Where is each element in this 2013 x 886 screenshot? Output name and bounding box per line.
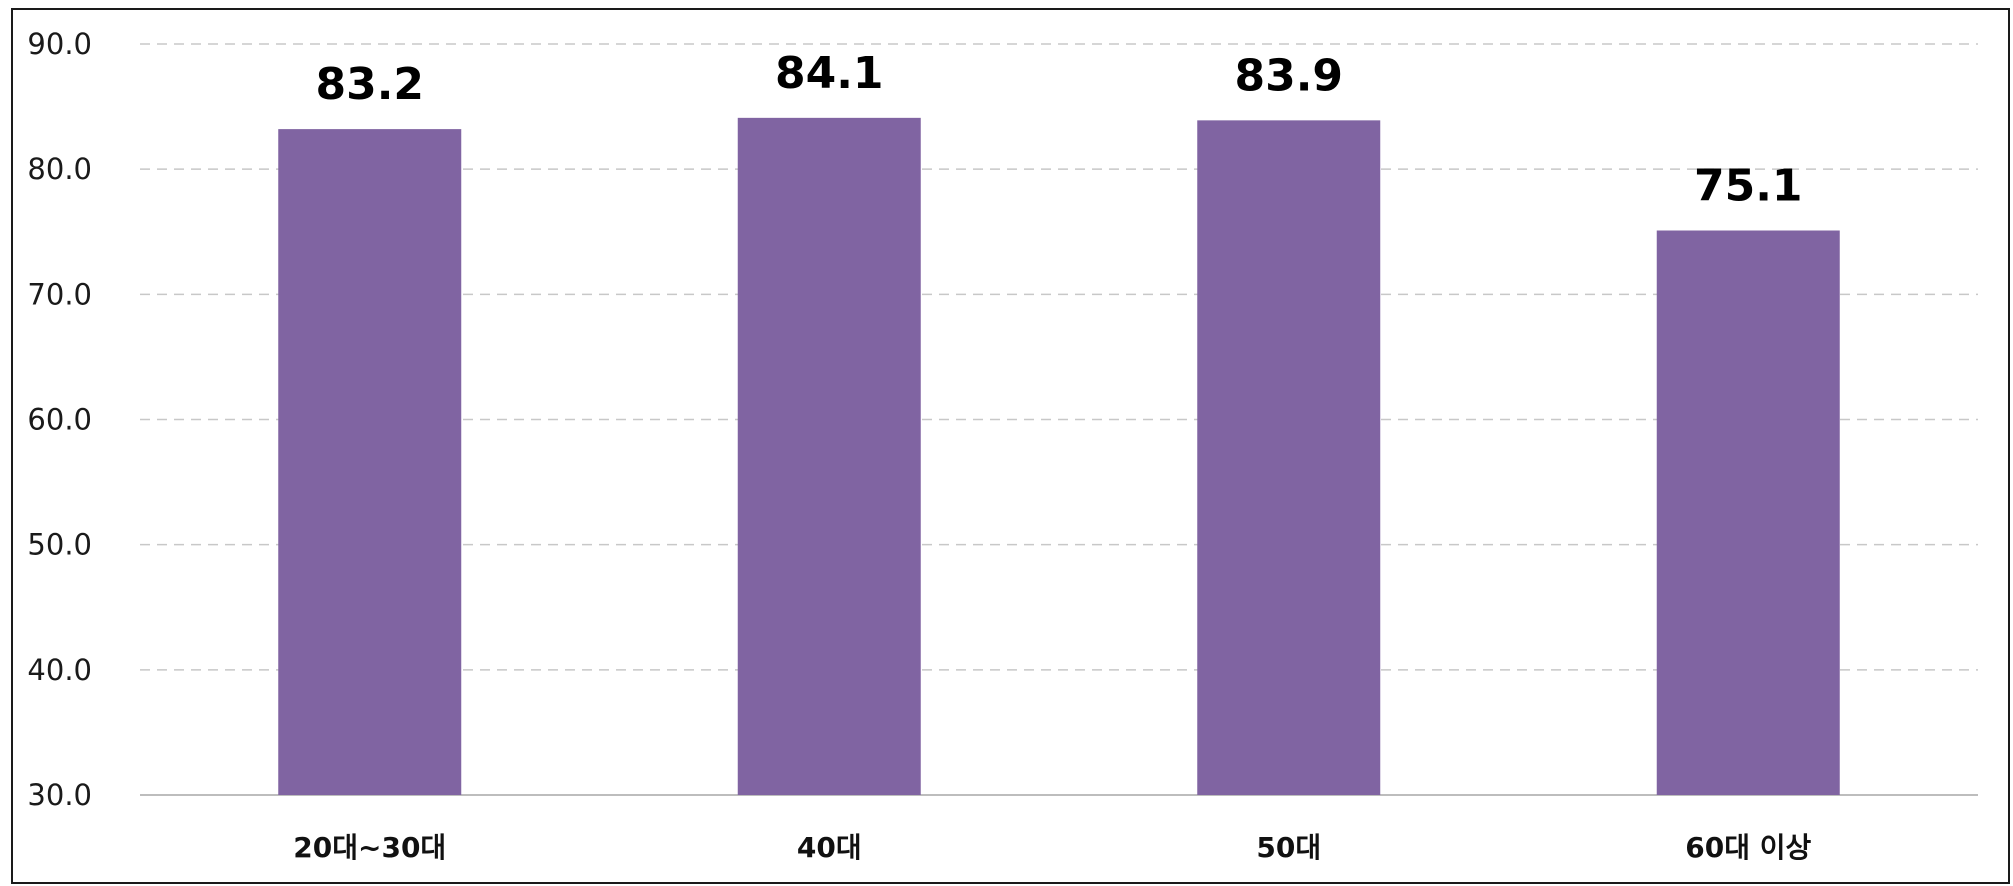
bar	[1197, 120, 1381, 795]
y-tick-label: 40.0	[27, 653, 92, 687]
bars	[278, 117, 1840, 796]
bar	[1656, 230, 1840, 795]
bar	[278, 129, 462, 795]
y-axis-tick-labels: 90.0 80.0 70.0 60.0 50.0 40.0 30.0	[27, 27, 92, 812]
y-tick-label: 90.0	[27, 27, 92, 61]
x-tick-label: 50대	[1256, 831, 1321, 864]
data-label: 75.1	[1694, 160, 1803, 211]
x-tick-label: 40대	[797, 831, 862, 864]
bar	[737, 117, 921, 796]
data-label: 84.1	[775, 48, 884, 99]
y-tick-label: 80.0	[27, 152, 92, 186]
y-tick-label: 60.0	[27, 403, 92, 437]
y-tick-label: 30.0	[27, 778, 92, 812]
data-label: 83.2	[315, 59, 424, 110]
data-label: 83.9	[1234, 50, 1343, 101]
data-labels: 83.2 84.1 83.9 75.1	[315, 48, 1802, 212]
x-axis-category-labels: 20대~30대 40대 50대 60대 이상	[293, 831, 1811, 864]
y-tick-label: 70.0	[27, 277, 92, 311]
x-tick-label: 20대~30대	[293, 831, 446, 864]
y-tick-label: 50.0	[27, 528, 92, 562]
x-tick-label: 60대 이상	[1685, 831, 1811, 864]
